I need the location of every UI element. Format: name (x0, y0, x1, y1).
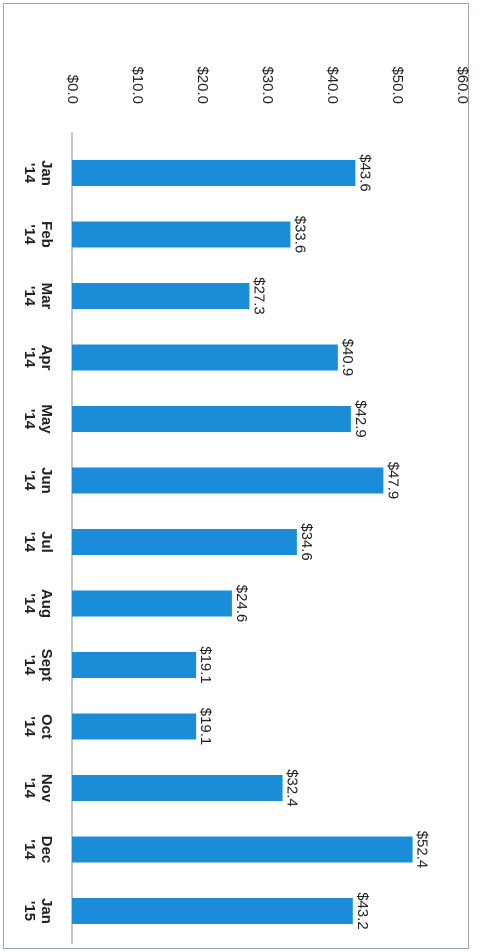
category-label: '14 (21, 163, 38, 184)
value-tick-label: $40.0 (324, 66, 341, 104)
value-tick-label: $20.0 (194, 66, 211, 104)
category-label: Oct (38, 714, 55, 739)
data-label: $42.9 (352, 400, 369, 438)
data-label: $19.1 (197, 646, 214, 684)
data-label: $43.2 (354, 892, 371, 930)
category-label: '14 (21, 655, 38, 676)
chart-frame: $0.0 $10.0 $20.0 $30.0 $40.0 $50.0 $60.0 Jan '1… (3, 3, 470, 949)
data-label: $27.3 (250, 277, 267, 315)
category-label: '14 (21, 224, 38, 245)
data-label: $24.6 (233, 585, 250, 623)
value-axis-ticks: $0.0 $10.0 $20.0 $30.0 $40.0 $50.0 $60.0 (64, 66, 470, 104)
bar (72, 836, 413, 863)
bar (72, 221, 291, 248)
category-label: Feb (38, 221, 55, 248)
value-tick-label: $50.0 (389, 66, 406, 104)
category-label: Jan (38, 160, 55, 186)
bar (72, 590, 232, 617)
bar (72, 406, 351, 432)
category-label: '14 (21, 409, 38, 430)
bar (72, 713, 197, 740)
value-tick-label: $30.0 (259, 66, 276, 104)
bar (72, 529, 297, 555)
bar (72, 344, 338, 371)
category-label: Jan (38, 898, 55, 924)
category-axis-labels: Jan'14Feb'14Mar'14Apr'14May'14Jun'14Jul'… (21, 160, 55, 924)
category-label: '14 (21, 286, 38, 307)
category-label: Jun (38, 467, 55, 494)
bar-chart: $0.0 $10.0 $20.0 $30.0 $40.0 $50.0 $60.0 Jan'1… (21, 66, 470, 944)
category-label: '14 (21, 347, 38, 368)
value-tick-label: $0.0 (64, 75, 81, 104)
bars (72, 160, 413, 924)
category-label: Jul (38, 531, 55, 553)
category-label: '14 (21, 593, 38, 614)
bar (72, 775, 283, 801)
category-label: Apr (38, 345, 55, 371)
bar (72, 160, 356, 186)
value-tick-label: $60.0 (454, 66, 470, 104)
category-label: '14 (21, 532, 38, 553)
bar (72, 467, 384, 494)
data-label: $33.6 (291, 216, 308, 254)
data-label: $34.6 (298, 523, 315, 561)
category-label: '14 (21, 778, 38, 799)
data-label: $47.9 (384, 462, 401, 500)
bar (72, 652, 197, 678)
data-label: $40.9 (339, 339, 356, 377)
data-labels: $43.6 $33.6 $27.3 $40.9 $42.9 $47.9 $34.6 $24.6… (197, 154, 430, 930)
value-tick-label: $10.0 (129, 66, 146, 104)
category-label: '15 (21, 901, 38, 921)
category-label: Sept (38, 649, 55, 682)
data-label: $32.4 (284, 769, 301, 807)
bar (72, 898, 353, 924)
bar (72, 283, 250, 309)
category-label: '14 (21, 470, 38, 491)
category-label: Nov (38, 774, 55, 803)
category-label: Mar (38, 283, 55, 310)
data-label: $19.1 (197, 708, 214, 746)
data-label: $43.6 (356, 154, 373, 192)
category-label: May (38, 404, 55, 434)
category-label: '14 (21, 839, 38, 860)
category-label: Dec (38, 836, 55, 864)
category-label: Aug (38, 589, 55, 618)
category-label: '14 (21, 716, 38, 737)
data-label: $52.4 (414, 831, 431, 869)
